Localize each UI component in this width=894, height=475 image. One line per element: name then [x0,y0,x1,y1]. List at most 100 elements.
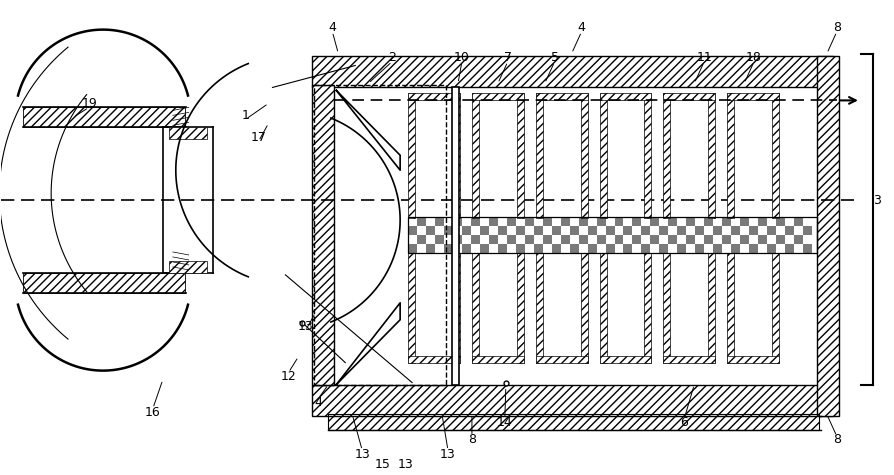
Bar [623,226,632,235]
Bar [669,226,678,235]
Text: 4: 4 [315,396,323,409]
Bar [479,100,517,218]
Bar [803,217,812,226]
Text: 17: 17 [250,131,266,144]
Bar [23,273,185,293]
Bar [749,244,758,253]
Bar [453,253,460,362]
Bar [708,253,715,362]
Bar [596,226,605,235]
Bar [409,244,417,253]
Text: 4: 4 [328,21,336,34]
Bar [580,253,587,362]
Bar [534,235,543,244]
Bar [453,94,460,218]
Bar [614,244,623,253]
Bar [713,235,722,244]
Text: 18: 18 [746,51,762,64]
Bar [708,94,715,218]
Polygon shape [336,303,401,385]
Bar [415,253,453,356]
Bar [444,235,453,244]
Bar [722,226,731,235]
Bar [312,56,833,87]
Bar [794,217,803,226]
Bar [600,94,606,218]
Bar [713,217,722,226]
Bar [696,226,704,235]
Bar [536,253,543,362]
Bar [645,94,652,218]
Bar [435,217,444,226]
Bar [426,217,435,226]
Bar [772,94,779,218]
Bar [578,226,587,235]
Bar [534,217,543,226]
Bar [569,235,578,244]
Bar [534,226,543,235]
Text: 13: 13 [354,448,370,461]
Text: 13: 13 [397,458,413,471]
Bar [587,217,596,226]
Bar [740,217,749,226]
Bar [525,226,534,235]
Text: 15: 15 [375,458,390,471]
Bar [471,226,480,235]
Bar [516,226,525,235]
Bar [704,226,713,235]
Bar [453,217,462,226]
Bar [734,253,772,356]
Bar [722,235,731,244]
Bar [426,226,435,235]
Bar [651,217,660,226]
Text: 6: 6 [680,416,688,429]
Bar [731,226,740,235]
Bar [704,235,713,244]
Bar [543,100,580,218]
Bar [794,235,803,244]
Bar [758,217,767,226]
Bar [587,235,596,244]
Bar [596,217,605,226]
Bar [312,86,334,385]
Bar [415,100,453,218]
Bar [417,226,426,235]
Bar [534,244,543,253]
Bar [409,226,417,235]
Bar [794,226,803,235]
Bar [587,244,596,253]
Bar [552,226,561,235]
Text: 11: 11 [696,51,713,64]
Bar [525,244,534,253]
Bar [507,244,516,253]
Bar [561,244,569,253]
Bar [645,253,652,362]
Bar [632,235,641,244]
Bar [663,253,670,362]
Bar [480,226,489,235]
Text: 3: 3 [873,194,881,207]
Bar [472,356,524,362]
Bar [734,100,772,218]
Bar [169,127,207,139]
Bar [417,235,426,244]
Bar [600,253,606,362]
Bar [623,244,632,253]
Text: 7: 7 [504,51,512,64]
Bar [516,217,525,226]
Bar [444,244,453,253]
Bar [641,244,651,253]
Bar [536,356,587,362]
Bar [749,226,758,235]
Bar [596,244,605,253]
Bar [462,226,471,235]
Bar [525,217,534,226]
Bar [641,235,651,244]
Bar [569,217,578,226]
Bar [409,235,417,244]
Bar [731,217,740,226]
Bar [498,217,507,226]
Bar [435,244,444,253]
Bar [632,226,641,235]
Bar [536,94,587,100]
